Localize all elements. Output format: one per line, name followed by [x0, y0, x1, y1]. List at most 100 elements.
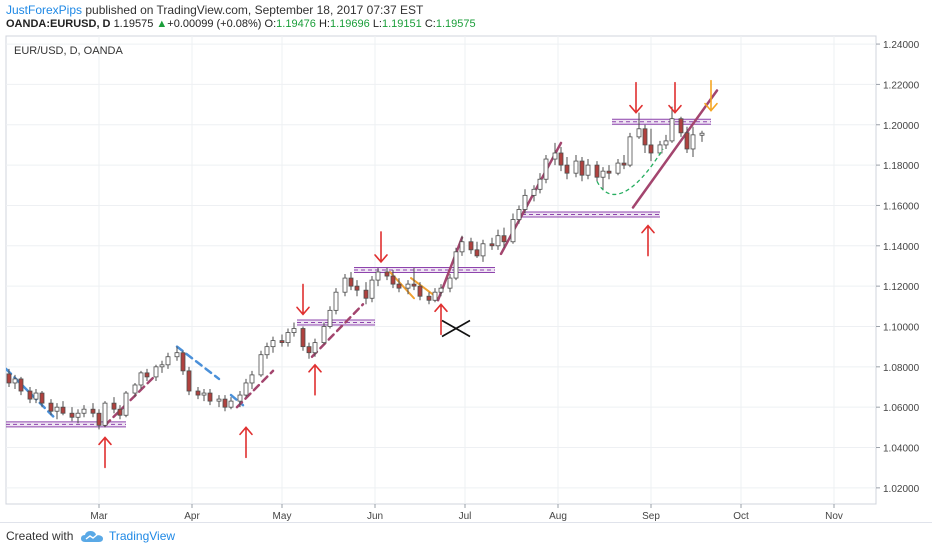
candle-body [384, 271, 390, 277]
candle-body [186, 370, 192, 392]
cross-mark [441, 319, 471, 338]
horizontal-levels [6, 118, 711, 428]
chart-area[interactable]: 1.24000 1.22000 1.20000 1.18000 1.16000 1.140… [0, 34, 932, 522]
candle-body [180, 352, 186, 372]
candle-body [522, 194, 528, 210]
candle-body [153, 366, 159, 378]
chart-label: EUR/USD, D, OANDA [14, 45, 123, 57]
candle-body [354, 285, 360, 291]
candle-body [495, 235, 501, 247]
candle-body [48, 402, 54, 412]
candle-body [69, 412, 75, 418]
candle-body [621, 162, 627, 166]
candle-body [642, 128, 648, 146]
x-tick-label: Apr [184, 511, 200, 522]
chart-header: JustForexPips published on TradingView.c… [0, 0, 932, 34]
candle-body [390, 275, 396, 285]
curve-annotation [596, 148, 664, 196]
candle-body [489, 243, 495, 247]
candle-body [573, 160, 579, 174]
close-value: 1.19575 [435, 18, 476, 30]
candle-body [585, 164, 591, 176]
arrow-up-icon [641, 224, 655, 257]
candle-body [138, 372, 144, 386]
x-tick-label: Oct [733, 511, 749, 522]
candle-body [111, 402, 117, 410]
up-triangle-icon: ▲ [156, 18, 168, 30]
candle-body [342, 277, 348, 293]
candle-body [249, 374, 255, 384]
candle-body [216, 398, 222, 402]
author-link[interactable]: JustForexPips [6, 3, 83, 17]
footer: Created with TradingView [0, 522, 932, 551]
candle-body [600, 170, 606, 178]
candle-body [327, 309, 333, 327]
candle-body [369, 279, 375, 299]
candle-body [627, 136, 633, 166]
x-tick-label: Nov [825, 511, 843, 522]
y-tick-label: 1.18000 [883, 161, 920, 172]
candle-body [291, 328, 297, 333]
candle-body [690, 134, 696, 150]
open-value: 1.19476 [276, 18, 316, 30]
y-tick-label: 1.16000 [883, 201, 920, 212]
candle-body [285, 332, 291, 344]
time-axis[interactable]: Mar Apr May Jun Jul Aug Sep Oct Nov [90, 504, 843, 522]
price-axis[interactable]: 1.24000 1.22000 1.20000 1.18000 1.16000 1.140… [876, 40, 920, 495]
candle-body [195, 390, 201, 396]
candle-body [321, 326, 327, 344]
candle-body [684, 132, 690, 150]
x-tick-label: Mar [90, 511, 108, 522]
candle-body [54, 406, 60, 412]
publish-line: JustForexPips published on TradingView.c… [6, 3, 423, 17]
candle-body [558, 152, 564, 166]
candle-body [543, 158, 549, 180]
trendline [631, 89, 719, 209]
candle-body [117, 408, 123, 416]
arrow-down-icon [704, 79, 718, 112]
candle-body [468, 241, 474, 251]
y-tick-label: 1.08000 [883, 363, 920, 374]
candle-body [207, 392, 213, 402]
arrow-down-icon [296, 283, 310, 316]
grid [6, 36, 876, 504]
candle-body [699, 132, 705, 136]
trendline [175, 345, 221, 381]
candle-body [453, 251, 459, 279]
candle-body [510, 219, 516, 243]
candle-body [270, 340, 276, 348]
low-value: 1.19151 [382, 18, 422, 30]
candle-body [594, 164, 600, 178]
candle-body [132, 384, 138, 394]
candle-body [81, 408, 87, 414]
candle-body [123, 392, 129, 416]
candle-body [279, 340, 285, 344]
candle-body [432, 291, 438, 301]
tradingview-link[interactable]: TradingView [109, 529, 176, 543]
y-tick-label: 1.04000 [883, 444, 920, 455]
candle-body [501, 235, 507, 243]
candle-body [375, 271, 381, 281]
candle-body [165, 356, 171, 366]
candle-body [678, 118, 684, 134]
candle-body [264, 346, 270, 356]
y-tick-label: 1.14000 [883, 242, 920, 253]
x-tick-label: Jun [367, 511, 383, 522]
arrow-down-icon [374, 231, 388, 264]
candle-body [6, 373, 12, 384]
arrow-up-icon [308, 363, 322, 396]
arrow-up-icon [239, 426, 253, 459]
candle-body [564, 164, 570, 174]
quote-line: OANDA:EURUSD, D 1.19575 ▲+0.00099 (+0.08… [6, 18, 476, 30]
candle-body [243, 382, 249, 396]
x-tick-label: Sep [642, 511, 660, 522]
candle-body [306, 346, 312, 354]
level-band [522, 212, 660, 218]
candle-body [174, 352, 180, 358]
price-chart[interactable]: 1.24000 1.22000 1.20000 1.18000 1.16000 1.140… [0, 34, 932, 522]
candle-body [657, 144, 663, 154]
publish-info: published on TradingView.com, September … [85, 3, 424, 17]
created-with-label: Created with [6, 529, 74, 543]
candle-body [636, 128, 642, 138]
x-tick-label: May [273, 511, 292, 522]
